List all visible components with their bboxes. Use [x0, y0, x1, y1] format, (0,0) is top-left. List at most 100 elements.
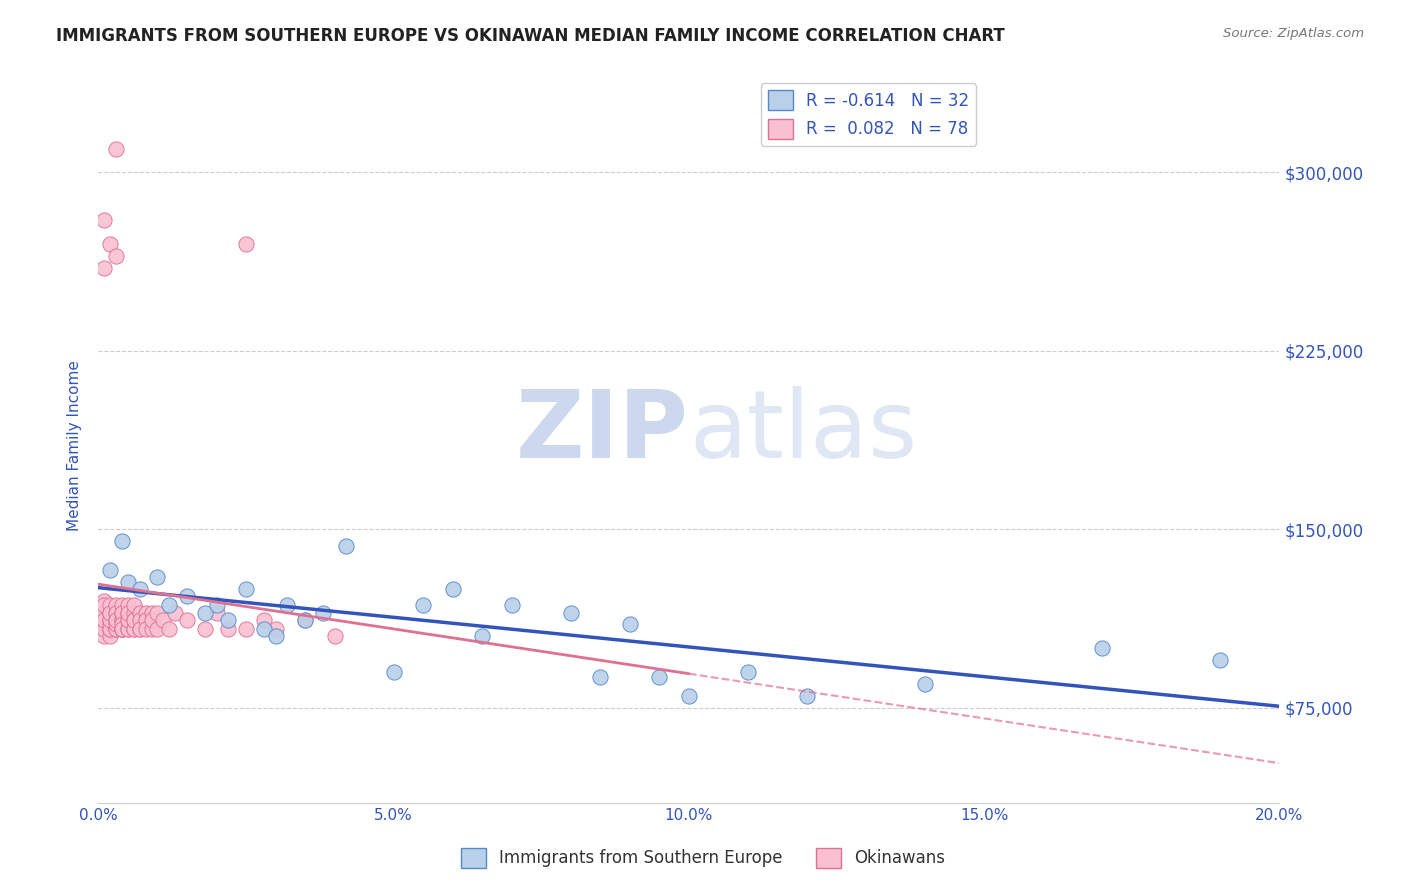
Point — [111, 622, 134, 636]
Point — [135, 622, 157, 636]
Point — [146, 622, 169, 636]
Point — [111, 622, 134, 636]
Point — [98, 629, 121, 643]
Point — [117, 613, 139, 627]
Point — [98, 606, 121, 620]
Point — [276, 599, 298, 613]
Point — [111, 613, 134, 627]
Point — [157, 599, 180, 613]
Point — [441, 582, 464, 596]
Point — [217, 613, 239, 627]
Point — [93, 622, 115, 636]
Point — [117, 622, 139, 636]
Point — [122, 613, 145, 627]
Point — [117, 622, 139, 636]
Point — [105, 249, 128, 263]
Point — [111, 599, 134, 613]
Point — [135, 613, 157, 627]
Point — [235, 582, 257, 596]
Point — [264, 629, 287, 643]
Point — [165, 606, 187, 620]
Point — [122, 622, 145, 636]
Point — [93, 622, 115, 636]
Point — [105, 606, 128, 620]
Point — [111, 613, 134, 627]
Point — [93, 613, 115, 627]
Point — [98, 622, 121, 636]
Point — [135, 606, 157, 620]
Point — [105, 613, 128, 627]
Point — [105, 142, 128, 156]
Legend: R = -0.614   N = 32, R =  0.082   N = 78: R = -0.614 N = 32, R = 0.082 N = 78 — [761, 83, 976, 145]
Point — [294, 613, 316, 627]
Point — [98, 236, 121, 251]
Point — [152, 613, 174, 627]
Point — [105, 617, 128, 632]
Text: ZIP: ZIP — [516, 385, 689, 478]
Point — [264, 622, 287, 636]
Point — [105, 622, 128, 636]
Point — [105, 622, 128, 636]
Point — [217, 622, 239, 636]
Point — [471, 629, 494, 643]
Point — [737, 665, 759, 679]
Point — [412, 599, 434, 613]
Point — [176, 613, 198, 627]
Point — [589, 670, 612, 684]
Y-axis label: Median Family Income: Median Family Income — [67, 360, 83, 532]
Legend: Immigrants from Southern Europe, Okinawans: Immigrants from Southern Europe, Okinawa… — [454, 841, 952, 875]
Point — [648, 670, 671, 684]
Point — [111, 606, 134, 620]
Point — [98, 599, 121, 613]
Point — [128, 606, 150, 620]
Point — [117, 599, 139, 613]
Point — [253, 622, 276, 636]
Point — [111, 622, 134, 636]
Point — [122, 622, 145, 636]
Point — [235, 236, 257, 251]
Point — [253, 613, 276, 627]
Point — [619, 617, 641, 632]
Point — [93, 599, 115, 613]
Point — [1209, 653, 1232, 667]
Point — [382, 665, 405, 679]
Point — [560, 606, 582, 620]
Point — [205, 606, 228, 620]
Point — [335, 539, 357, 553]
Point — [93, 260, 115, 275]
Point — [111, 606, 134, 620]
Point — [122, 606, 145, 620]
Point — [117, 574, 139, 589]
Point — [111, 622, 134, 636]
Point — [105, 606, 128, 620]
Point — [98, 563, 121, 577]
Point — [117, 606, 139, 620]
Point — [1091, 641, 1114, 656]
Point — [128, 622, 150, 636]
Point — [93, 593, 115, 607]
Point — [194, 622, 217, 636]
Point — [157, 622, 180, 636]
Point — [501, 599, 523, 613]
Point — [111, 534, 134, 549]
Point — [141, 613, 163, 627]
Point — [105, 613, 128, 627]
Point — [128, 582, 150, 596]
Point — [128, 613, 150, 627]
Point — [93, 213, 115, 227]
Point — [117, 613, 139, 627]
Point — [98, 613, 121, 627]
Point — [146, 606, 169, 620]
Point — [205, 599, 228, 613]
Point — [122, 599, 145, 613]
Text: atlas: atlas — [689, 385, 917, 478]
Point — [98, 606, 121, 620]
Point — [111, 617, 134, 632]
Point — [128, 622, 150, 636]
Point — [93, 617, 115, 632]
Text: Source: ZipAtlas.com: Source: ZipAtlas.com — [1223, 27, 1364, 40]
Point — [678, 689, 700, 703]
Point — [176, 589, 198, 603]
Point — [141, 606, 163, 620]
Point — [98, 613, 121, 627]
